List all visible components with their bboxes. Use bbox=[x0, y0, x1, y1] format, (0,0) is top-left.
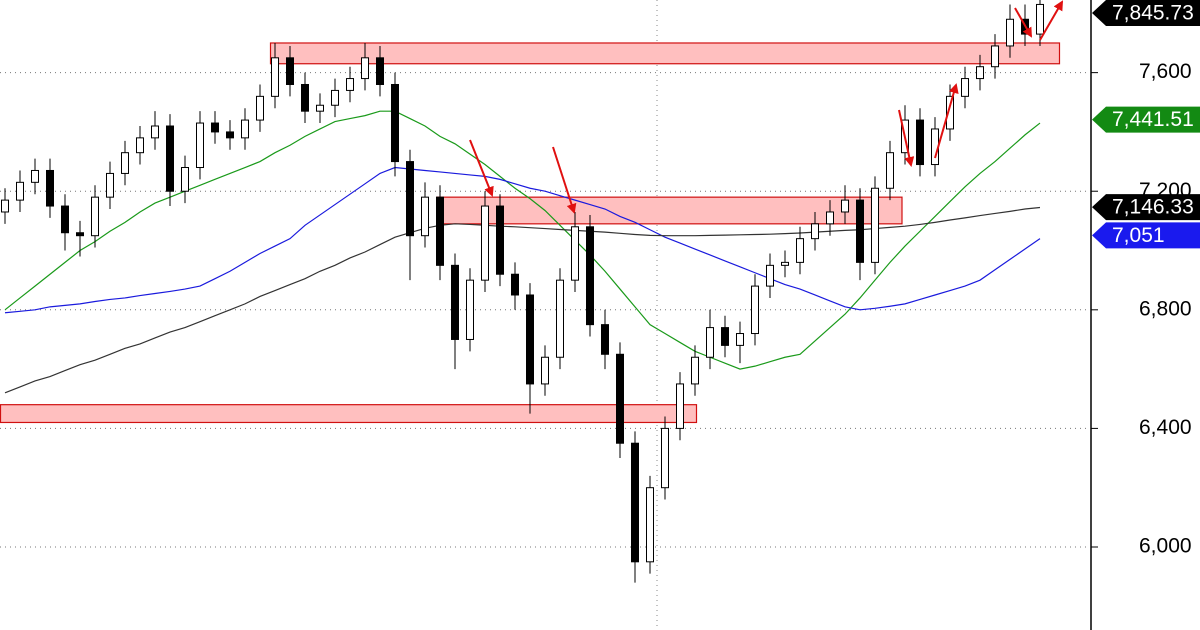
candle-body bbox=[316, 104, 324, 112]
candle-body bbox=[736, 333, 744, 346]
zone bbox=[436, 196, 903, 225]
candle-body bbox=[976, 66, 984, 80]
zone bbox=[269, 42, 1061, 65]
candle-body bbox=[781, 261, 789, 266]
price-label-box bbox=[1092, 106, 1200, 133]
candle-body bbox=[241, 119, 249, 139]
candle-body bbox=[376, 57, 384, 85]
zone bbox=[0, 404, 698, 424]
candle-body bbox=[856, 199, 864, 263]
arrow bbox=[469, 139, 494, 197]
arrow bbox=[934, 83, 959, 159]
candle-body bbox=[661, 427, 669, 489]
price-label-box bbox=[1092, 0, 1200, 26]
candle-body bbox=[646, 487, 654, 563]
candle-body bbox=[826, 211, 834, 225]
moving-average-line bbox=[4, 110, 1041, 370]
candle-body bbox=[61, 205, 69, 234]
price-label-box bbox=[1092, 222, 1200, 249]
candle-body bbox=[691, 356, 699, 385]
candle-body bbox=[1036, 3, 1044, 35]
candle-body bbox=[676, 383, 684, 429]
candle-body bbox=[571, 226, 579, 281]
annotation-arrows bbox=[469, 0, 1064, 214]
candle-body bbox=[346, 78, 354, 91]
candle-body bbox=[751, 285, 759, 335]
candle-body bbox=[271, 57, 279, 97]
candle-body bbox=[766, 264, 774, 287]
candle-body bbox=[796, 238, 804, 263]
price-label: 7,051 bbox=[1112, 224, 1165, 247]
candle-body bbox=[871, 187, 879, 263]
candle-body bbox=[511, 273, 519, 296]
candle-body bbox=[616, 353, 624, 444]
candle-body bbox=[601, 324, 609, 355]
moving-average-line bbox=[4, 166, 1041, 314]
y-tick-label: 7,600 bbox=[1139, 60, 1192, 83]
candle-body bbox=[121, 152, 129, 174]
y-tick-label: 6,800 bbox=[1139, 297, 1192, 320]
candle-body bbox=[361, 57, 369, 80]
candle-body bbox=[1, 199, 9, 213]
candle-body bbox=[166, 125, 174, 192]
candle-body bbox=[46, 169, 54, 207]
candle-body bbox=[586, 226, 594, 326]
candle-body bbox=[991, 45, 999, 68]
candle-body bbox=[106, 172, 114, 198]
y-axis: 6,0006,4006,8007,2007,6007,845.737,441.5… bbox=[1091, 0, 1200, 558]
candle-body bbox=[451, 264, 459, 340]
candle-body bbox=[76, 232, 84, 237]
candle-body bbox=[286, 57, 294, 85]
candle-body bbox=[541, 356, 549, 385]
grid bbox=[0, 72, 1090, 548]
price-label-box bbox=[1092, 194, 1200, 221]
candle-body bbox=[226, 131, 234, 139]
price-label: 7,146.33 bbox=[1112, 196, 1194, 219]
candle-body bbox=[31, 169, 39, 183]
y-tick-label: 6,000 bbox=[1139, 535, 1192, 558]
moving-average-line bbox=[4, 206, 1041, 394]
plot-area bbox=[0, 0, 1061, 583]
candle-body bbox=[916, 119, 924, 166]
arrow bbox=[1039, 0, 1064, 41]
candle-body bbox=[136, 137, 144, 154]
y-tick-label: 6,400 bbox=[1139, 416, 1192, 439]
candle-body bbox=[886, 152, 894, 189]
candle-body bbox=[421, 196, 429, 237]
candle-body bbox=[526, 294, 534, 385]
candle-body bbox=[631, 442, 639, 563]
candle-body bbox=[466, 279, 474, 340]
candle-body bbox=[16, 181, 24, 201]
candle-body bbox=[481, 205, 489, 281]
candle-body bbox=[721, 327, 729, 346]
candle-body bbox=[706, 327, 714, 358]
candle-body bbox=[196, 122, 204, 169]
price-label: 7,845.73 bbox=[1112, 2, 1194, 25]
candle-body bbox=[391, 83, 399, 163]
candle-body bbox=[301, 83, 309, 112]
candle-body bbox=[1006, 18, 1014, 47]
candle-body bbox=[211, 122, 219, 133]
candle-body bbox=[946, 95, 954, 130]
candle-body bbox=[496, 205, 504, 275]
candle-body bbox=[256, 95, 264, 121]
candle-body bbox=[961, 78, 969, 97]
candle-body bbox=[151, 125, 159, 139]
arrow bbox=[1014, 7, 1032, 38]
candle-body bbox=[811, 223, 819, 240]
candle-body bbox=[181, 167, 189, 192]
arrow bbox=[552, 146, 577, 214]
candle-body bbox=[556, 279, 564, 358]
candle-body bbox=[436, 196, 444, 266]
price-label: 7,441.51 bbox=[1112, 108, 1194, 131]
candle-body bbox=[406, 161, 414, 237]
candle-body bbox=[331, 89, 339, 106]
candle-body bbox=[841, 199, 849, 213]
candle-body bbox=[91, 196, 99, 237]
arrow bbox=[898, 109, 915, 167]
